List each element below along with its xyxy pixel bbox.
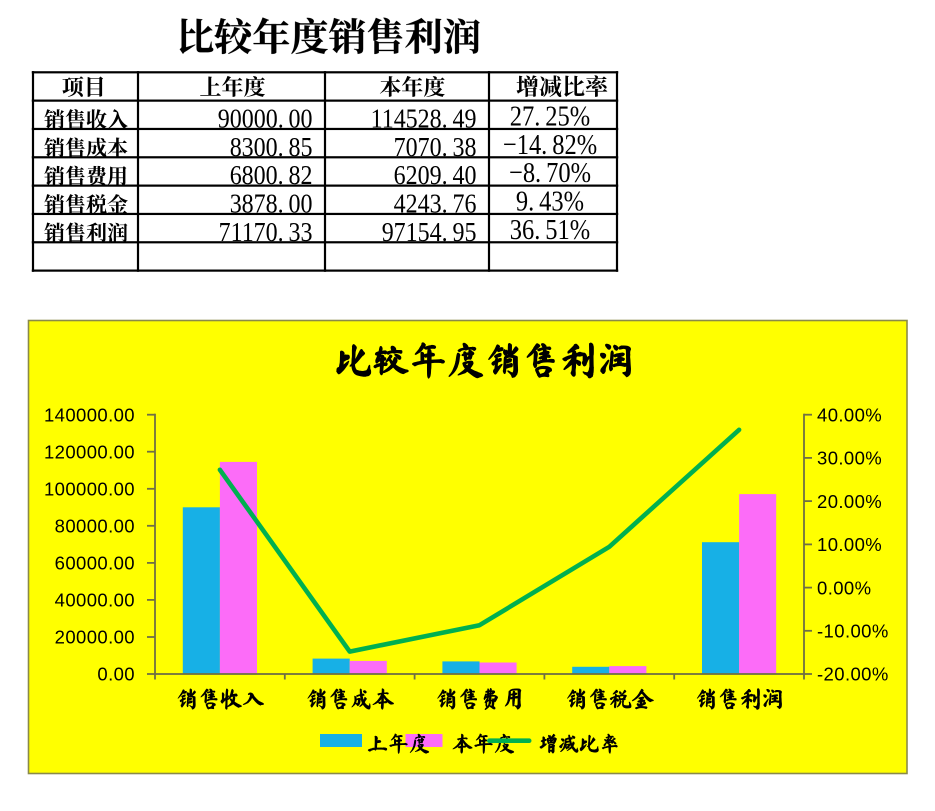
svg-text:0.00%: 0.00%: [817, 577, 871, 598]
svg-text:-20.00%: -20.00%: [817, 664, 889, 685]
svg-text:36. 51%: 36. 51%: [510, 213, 590, 245]
svg-text:−14. 82%: −14. 82%: [503, 128, 597, 160]
svg-text:3878. 00: 3878. 00: [230, 188, 313, 219]
svg-text:40000.00: 40000.00: [55, 590, 135, 611]
svg-text:97154. 95: 97154. 95: [382, 216, 477, 247]
svg-text:20.00%: 20.00%: [817, 491, 882, 512]
svg-text:30.00%: 30.00%: [817, 448, 882, 469]
svg-text:120000.00: 120000.00: [44, 441, 135, 462]
svg-text:-10.00%: -10.00%: [817, 621, 889, 642]
svg-text:10.00%: 10.00%: [817, 534, 882, 555]
svg-text:7070. 38: 7070. 38: [394, 131, 477, 162]
svg-text:20000.00: 20000.00: [55, 627, 135, 648]
svg-text:0.00: 0.00: [97, 664, 135, 685]
svg-text:90000. 00: 90000. 00: [218, 103, 313, 134]
svg-text:−8. 70%: −8. 70%: [509, 156, 591, 188]
svg-text:60000.00: 60000.00: [55, 553, 135, 574]
svg-text:4243. 76: 4243. 76: [394, 188, 477, 219]
svg-text:9. 43%: 9. 43%: [516, 185, 584, 217]
svg-text:100000.00: 100000.00: [44, 479, 135, 500]
svg-text:6800. 82: 6800. 82: [230, 160, 313, 191]
svg-text:71170. 33: 71170. 33: [219, 216, 313, 247]
svg-text:8300. 85: 8300. 85: [230, 131, 313, 162]
svg-text:27. 25%: 27. 25%: [510, 100, 590, 132]
svg-text:140000.00: 140000.00: [44, 404, 135, 425]
svg-text:6209. 40: 6209. 40: [394, 160, 477, 191]
svg-text:114528. 49: 114528. 49: [371, 103, 477, 134]
svg-text:80000.00: 80000.00: [55, 516, 135, 537]
svg-text:40.00%: 40.00%: [817, 404, 882, 425]
